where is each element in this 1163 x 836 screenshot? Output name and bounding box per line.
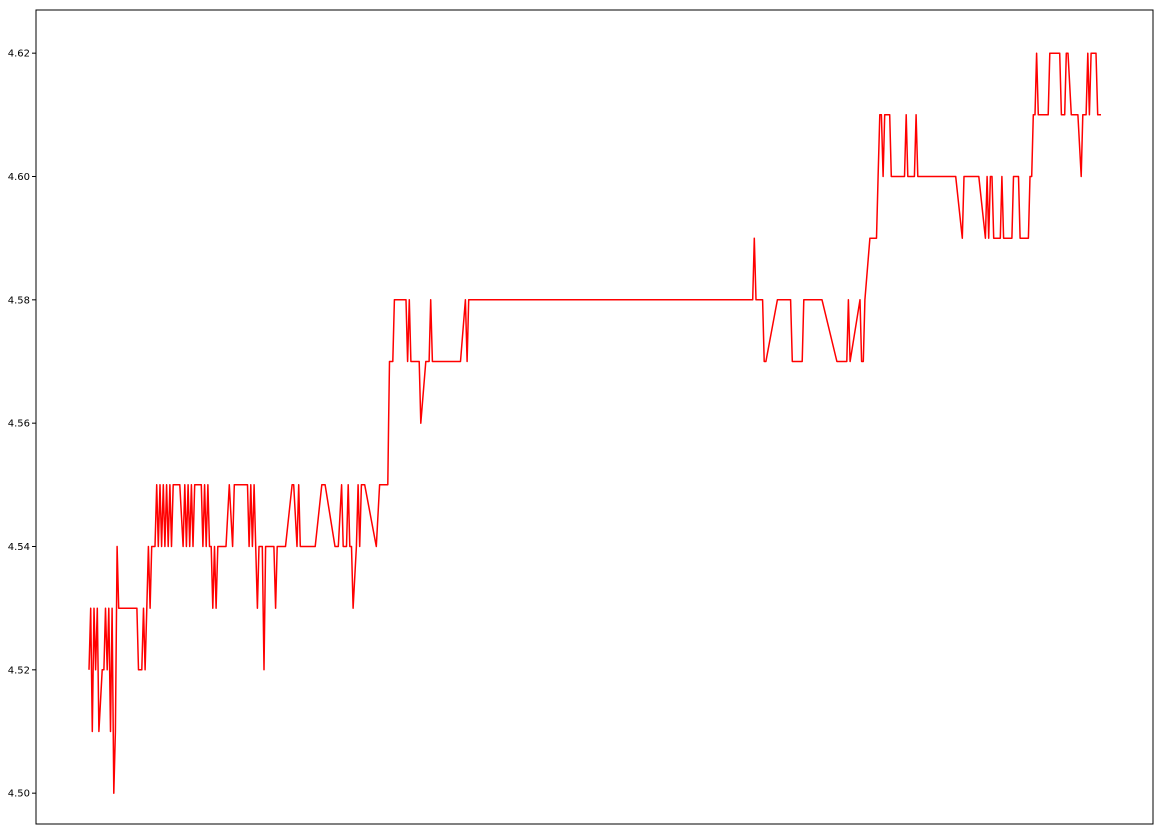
y-tick-label: 4.62 <box>8 49 30 60</box>
series-layer <box>88 52 1101 794</box>
plot-background <box>36 10 1153 824</box>
y-tick-label: 4.54 <box>8 542 30 553</box>
y-tick-label: 4.56 <box>8 419 30 430</box>
y-axis: 4.50 4.52 4.54 4.56 4.58 4.60 4.62 <box>8 49 36 800</box>
series-line <box>88 52 1101 794</box>
plot-frame <box>35 9 1154 825</box>
y-tick-label: 4.58 <box>8 295 30 306</box>
y-tick-label: 4.52 <box>8 665 30 676</box>
y-tick-label: 4.60 <box>8 172 30 183</box>
y-tick-label: 4.50 <box>8 789 30 800</box>
